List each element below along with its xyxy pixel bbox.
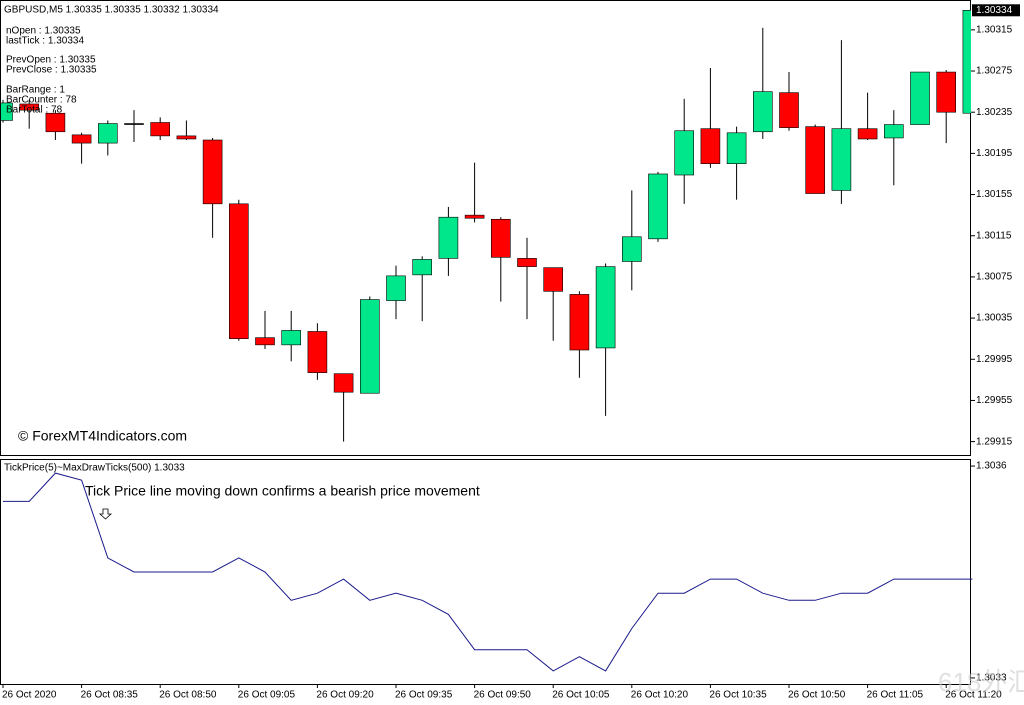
candle-body bbox=[281, 330, 302, 346]
candle-body bbox=[464, 214, 485, 219]
y-tick-label: 1.30155 bbox=[976, 189, 1013, 200]
y-tick-label: 1.30195 bbox=[976, 148, 1013, 159]
candle-body bbox=[359, 299, 380, 394]
info-line: BarTotal : 78 bbox=[6, 105, 63, 116]
candle-body bbox=[543, 267, 564, 292]
main-pane bbox=[0, 0, 971, 456]
annotation-arrow bbox=[98, 508, 113, 520]
info-line: PrevOpen : 1.30335 bbox=[6, 55, 96, 66]
y-tick-label: 1.30075 bbox=[976, 272, 1013, 283]
x-tick-label: 26 Oct 08:50 bbox=[159, 690, 217, 701]
y-tick-label: 1.3036 bbox=[976, 461, 1007, 472]
info-line: BarCounter : 78 bbox=[6, 95, 77, 106]
candle-body bbox=[98, 123, 118, 144]
candle-body bbox=[962, 9, 971, 114]
y-tick-label: 1.3033 bbox=[976, 673, 1007, 684]
candle-body bbox=[779, 92, 799, 128]
y-tick-label: 1.29955 bbox=[976, 395, 1013, 406]
info-line: PrevClose : 1.30335 bbox=[6, 65, 97, 76]
candle-body bbox=[831, 128, 852, 191]
candle-body bbox=[674, 130, 695, 176]
x-tick-label: 26 Oct 11:05 bbox=[867, 690, 924, 701]
candle-body bbox=[412, 259, 433, 276]
current-price-box bbox=[972, 4, 1020, 17]
candle-body bbox=[726, 132, 747, 164]
candle-body bbox=[438, 216, 459, 259]
site-watermark: 618外汇网 bbox=[938, 667, 1024, 697]
candle-body bbox=[910, 71, 930, 125]
candle-body bbox=[229, 203, 249, 339]
y-tick-label: 1.30035 bbox=[976, 313, 1013, 324]
info-line: lastTick : 1.30334 bbox=[6, 36, 84, 47]
candle-body bbox=[150, 122, 170, 137]
candles bbox=[1, 9, 971, 442]
y-tick-label: 1.29995 bbox=[976, 354, 1013, 365]
x-tick-label: 26 Oct 09:05 bbox=[238, 690, 296, 701]
y-tick-label: 1.29915 bbox=[976, 436, 1013, 447]
candle-body bbox=[883, 124, 904, 139]
y-tick-label: 1.30275 bbox=[976, 66, 1013, 77]
candle-body bbox=[1, 102, 13, 121]
candle-body bbox=[700, 128, 721, 164]
y-tick-label: 1.30235 bbox=[976, 107, 1013, 118]
x-tick-label: 26 Oct 09:20 bbox=[316, 690, 374, 701]
candle-body bbox=[517, 258, 537, 267]
candle-body bbox=[621, 236, 642, 262]
x-tick-label: 26 Oct 11:20 bbox=[945, 690, 1002, 701]
candle-body bbox=[333, 373, 354, 393]
tick-price-line bbox=[3, 472, 973, 672]
candle-body bbox=[45, 112, 66, 133]
x-tick-label: 26 Oct 09:50 bbox=[474, 690, 532, 701]
indicator-title: TickPrice(5)~MaxDrawTicks(500) 1.3033 bbox=[4, 463, 185, 474]
candle-body bbox=[307, 331, 328, 373]
candle-body bbox=[255, 337, 275, 346]
x-tick-label: 26 Oct 10:05 bbox=[552, 690, 610, 701]
candle-body bbox=[936, 71, 957, 113]
candle-body bbox=[490, 218, 511, 258]
candle-body bbox=[569, 294, 590, 351]
annotation: Tick Price line moving down confirms a b… bbox=[85, 483, 480, 499]
candle-body bbox=[176, 135, 197, 140]
info-line: nOpen : 1.30335 bbox=[6, 26, 81, 37]
x-tick-label: 26 Oct 10:20 bbox=[631, 690, 689, 701]
watermark: © ForexMT4Indicators.com bbox=[18, 428, 187, 444]
candle-body bbox=[71, 134, 92, 144]
candle-body bbox=[386, 275, 406, 301]
current-price-label: 1.30334 bbox=[976, 5, 1013, 16]
candle-body bbox=[648, 173, 668, 240]
y-tick-label: 1.30115 bbox=[976, 230, 1012, 241]
x-tick-label: 26 Oct 09:35 bbox=[395, 690, 453, 701]
chart-title: GBPUSD,M5 1.30335 1.30335 1.30332 1.3033… bbox=[4, 5, 219, 16]
candle-body bbox=[595, 266, 616, 349]
x-tick-label: 26 Oct 10:50 bbox=[788, 690, 846, 701]
candle-body bbox=[202, 139, 223, 205]
x-tick-label: 26 Oct 08:35 bbox=[81, 690, 139, 701]
candle-body bbox=[19, 103, 40, 111]
candle-body bbox=[124, 123, 144, 125]
y-tick-label: 1.30315 bbox=[976, 24, 1013, 35]
x-tick-label: 26 Oct 2020 bbox=[2, 690, 57, 701]
info-line: BarRange : 1 bbox=[6, 85, 65, 96]
candle-body bbox=[857, 128, 878, 140]
x-tick-label: 26 Oct 10:35 bbox=[709, 690, 767, 701]
candle-body bbox=[752, 91, 773, 133]
candle-body bbox=[805, 126, 826, 194]
